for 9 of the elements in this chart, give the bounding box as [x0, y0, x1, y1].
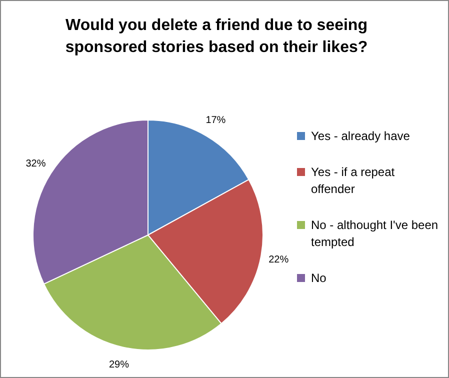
legend-label: Yes - if a repeat offender [311, 165, 396, 196]
legend-label: No - althought I've been tempted [311, 218, 438, 249]
chart-title: Would you delete a friend due to seeing sponsored stories based on their likes? [65, 17, 368, 56]
data-label: 17% [206, 115, 226, 126]
data-label: 29% [108, 359, 130, 370]
legend-label: No [311, 271, 327, 285]
legend-label: Yes - already have [311, 129, 410, 143]
data-label: 22% [268, 254, 289, 266]
data-label: 32% [26, 158, 46, 170]
